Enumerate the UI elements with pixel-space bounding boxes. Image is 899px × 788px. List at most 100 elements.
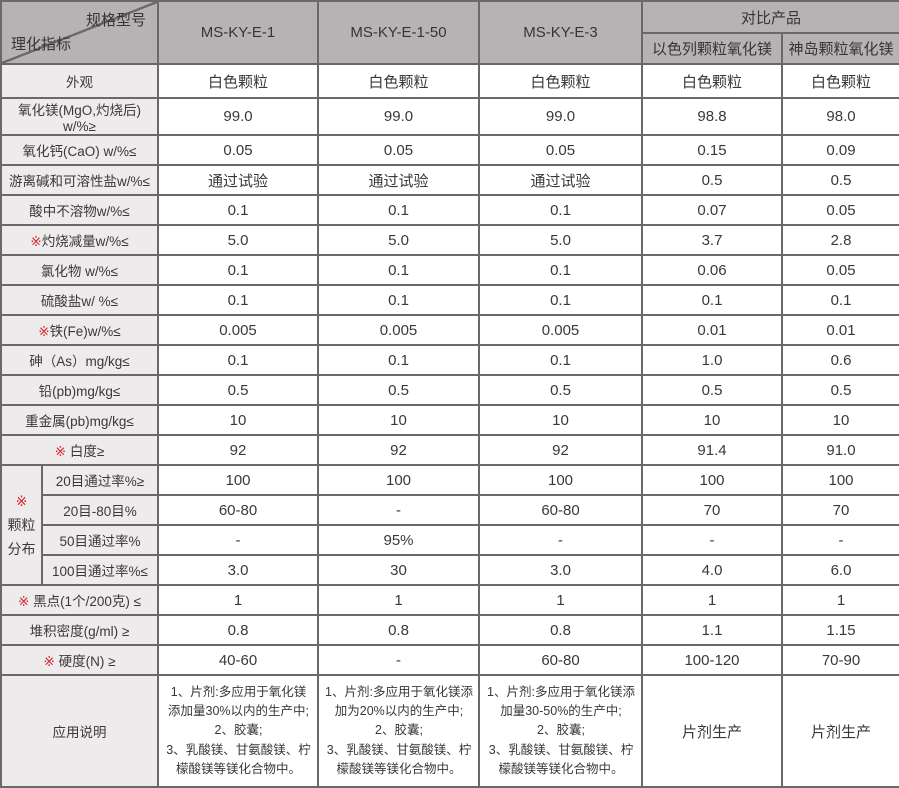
cell-value: 0.1 [317, 254, 480, 286]
cell-value: 0.1 [157, 194, 319, 226]
row-label: 重金属(pb)mg/kg≤ [0, 404, 159, 436]
cell-value: 通过试验 [157, 164, 319, 196]
table-row-chloride: 氯化物 w/%≤ 0.1 0.1 0.1 0.06 0.05 [0, 254, 899, 286]
row-label: 氯化物 w/%≤ [0, 254, 159, 286]
cell-value: 白色颗粒 [317, 63, 480, 99]
row-label: 外观 [0, 63, 159, 99]
cell-value: 0.1 [157, 254, 319, 286]
cell-value: 70-90 [780, 644, 899, 676]
table-row-bulk-density: 堆积密度(g/ml) ≥ 0.8 0.8 0.8 1.1 1.15 [0, 614, 899, 646]
table-row-cao: 氧化钙(CaO) w/%≤ 0.05 0.05 0.05 0.15 0.09 [0, 134, 899, 166]
cell-value: 91.4 [641, 434, 783, 466]
cell-value: 0.1 [641, 284, 783, 316]
cell-value: 5.0 [478, 224, 643, 256]
application-notes-label: 应用说明 [0, 674, 159, 788]
star-marker: ※ [15, 493, 28, 509]
cell-value: 0.6 [780, 344, 899, 376]
column-header-product-2: MS-KY-E-1-50 [317, 0, 480, 65]
cell-value: 6.0 [780, 554, 899, 586]
comparison-column-header-israel: 以色列颗粒氧化镁 [641, 32, 783, 65]
cell-value: 0.1 [317, 284, 480, 316]
cell-value: 1 [157, 584, 319, 616]
cell-value: 40-60 [157, 644, 319, 676]
cell-value: 91.0 [780, 434, 899, 466]
cell-value: 0.05 [157, 134, 319, 166]
cell-value: - [478, 524, 643, 556]
cell-value: - [780, 524, 899, 556]
cell-value: 100 [780, 464, 899, 496]
cell-value: 5.0 [157, 224, 319, 256]
cell-value: 100 [317, 464, 480, 496]
cell-value: 1 [478, 584, 643, 616]
cell-value: 100 [478, 464, 643, 496]
table-row-acid-insoluble: 酸中不溶物w/%≤ 0.1 0.1 0.1 0.07 0.05 [0, 194, 899, 226]
table-row-arsenic: 砷（As）mg/kg≤ 0.1 0.1 0.1 1.0 0.6 [0, 344, 899, 376]
cell-value: - [317, 644, 480, 676]
table-row-black-spots: ※ 黑点(1个/200克) ≤ 1 1 1 1 1 [0, 584, 899, 616]
table-row-heavy-metals: 重金属(pb)mg/kg≤ 10 10 10 10 10 [0, 404, 899, 436]
cell-value: 92 [478, 434, 643, 466]
cell-value: 通过试验 [478, 164, 643, 196]
cell-value: 1 [317, 584, 480, 616]
cell-value: 0.1 [780, 284, 899, 316]
cell-value: 60-80 [478, 494, 643, 526]
cell-value: 2.8 [780, 224, 899, 256]
cell-value: 0.005 [317, 314, 480, 346]
cell-value: 0.15 [641, 134, 783, 166]
cell-value: 0.005 [157, 314, 319, 346]
application-notes-cell: 1、片剂:多应用于氧化镁添加量30%以内的生产中; 2、胶囊; 3、乳酸镁、甘氨… [157, 674, 319, 788]
cell-value: 3.0 [157, 554, 319, 586]
row-label: ※ 白度≥ [0, 434, 159, 466]
cell-value: 0.1 [478, 284, 643, 316]
column-header-product-3: MS-KY-E-3 [478, 0, 643, 65]
table-row-mesh-100-pass: 100目通过率%≤ 3.0 30 3.0 4.0 6.0 [1, 554, 899, 586]
cell-value: 0.5 [641, 374, 783, 406]
star-marker: ※ [43, 654, 55, 669]
table-row-hardness: ※ 硬度(N) ≥ 40-60 - 60-80 100-120 70-90 [0, 644, 899, 676]
cell-value: 1.15 [780, 614, 899, 646]
row-label: 铅(pb)mg/kg≤ [0, 374, 159, 406]
row-label: ※铁(Fe)w/%≤ [0, 314, 159, 346]
row-label: ※ 黑点(1个/200克) ≤ [0, 584, 159, 616]
cell-value: 0.05 [478, 134, 643, 166]
cell-value: 0.1 [317, 344, 480, 376]
cell-value: 0.01 [641, 314, 783, 346]
cell-value: - [641, 524, 783, 556]
cell-value: 0.5 [641, 164, 783, 196]
cell-value: 100-120 [641, 644, 783, 676]
cell-value: 4.0 [641, 554, 783, 586]
star-marker: ※ [30, 234, 42, 249]
comparison-group-header: 对比产品 [640, 0, 899, 34]
cell-value: 95% [317, 524, 480, 556]
row-label: 酸中不溶物w/%≤ [0, 194, 159, 226]
table-row-sulfate: 硫酸盐w/ %≤ 0.1 0.1 0.1 0.1 0.1 [0, 284, 899, 316]
application-notes-cell: 1、片剂:多应用于氧化镁添加量30-50%的生产中; 2、胶囊; 3、乳酸镁、甘… [478, 674, 643, 788]
application-notes-cell: 1、片剂:多应用于氧化镁添加为20%以内的生产中; 2、胶囊; 3、乳酸镁、甘氨… [317, 674, 480, 788]
column-header-product-1: MS-KY-E-1 [157, 0, 319, 65]
cell-value: 100 [157, 464, 319, 496]
cell-value: 0.5 [317, 374, 480, 406]
cell-value: 60-80 [478, 644, 643, 676]
cell-value: 0.005 [478, 314, 643, 346]
cell-value: 0.1 [157, 344, 319, 376]
row-label: 氧化钙(CaO) w/%≤ [0, 134, 159, 166]
row-label: 硫酸盐w/ %≤ [0, 284, 159, 316]
row-sublabel: 20目通过率%≥ [41, 464, 159, 496]
table-row-appearance: 外观 白色颗粒 白色颗粒 白色颗粒 白色颗粒 白色颗粒 [0, 63, 899, 99]
cell-value: 70 [780, 494, 899, 526]
cell-value: 0.09 [780, 134, 899, 166]
cell-value: 99.0 [157, 97, 319, 136]
cell-value: 1 [641, 584, 783, 616]
cell-value: - [317, 494, 480, 526]
table-row-whiteness: ※ 白度≥ 92 92 92 91.4 91.0 [0, 434, 899, 466]
row-label: 堆积密度(g/ml) ≥ [0, 614, 159, 646]
cell-value: 0.05 [780, 194, 899, 226]
cell-value: 0.5 [780, 164, 899, 196]
cell-value: 99.0 [317, 97, 480, 136]
cell-value: 30 [317, 554, 480, 586]
cell-value: 10 [641, 404, 783, 436]
table-row-free-alkali: 游离碱和可溶性盐w/%≤ 通过试验 通过试验 通过试验 0.5 0.5 [0, 164, 899, 196]
cell-value: 1 [780, 584, 899, 616]
cell-value: 0.07 [641, 194, 783, 226]
